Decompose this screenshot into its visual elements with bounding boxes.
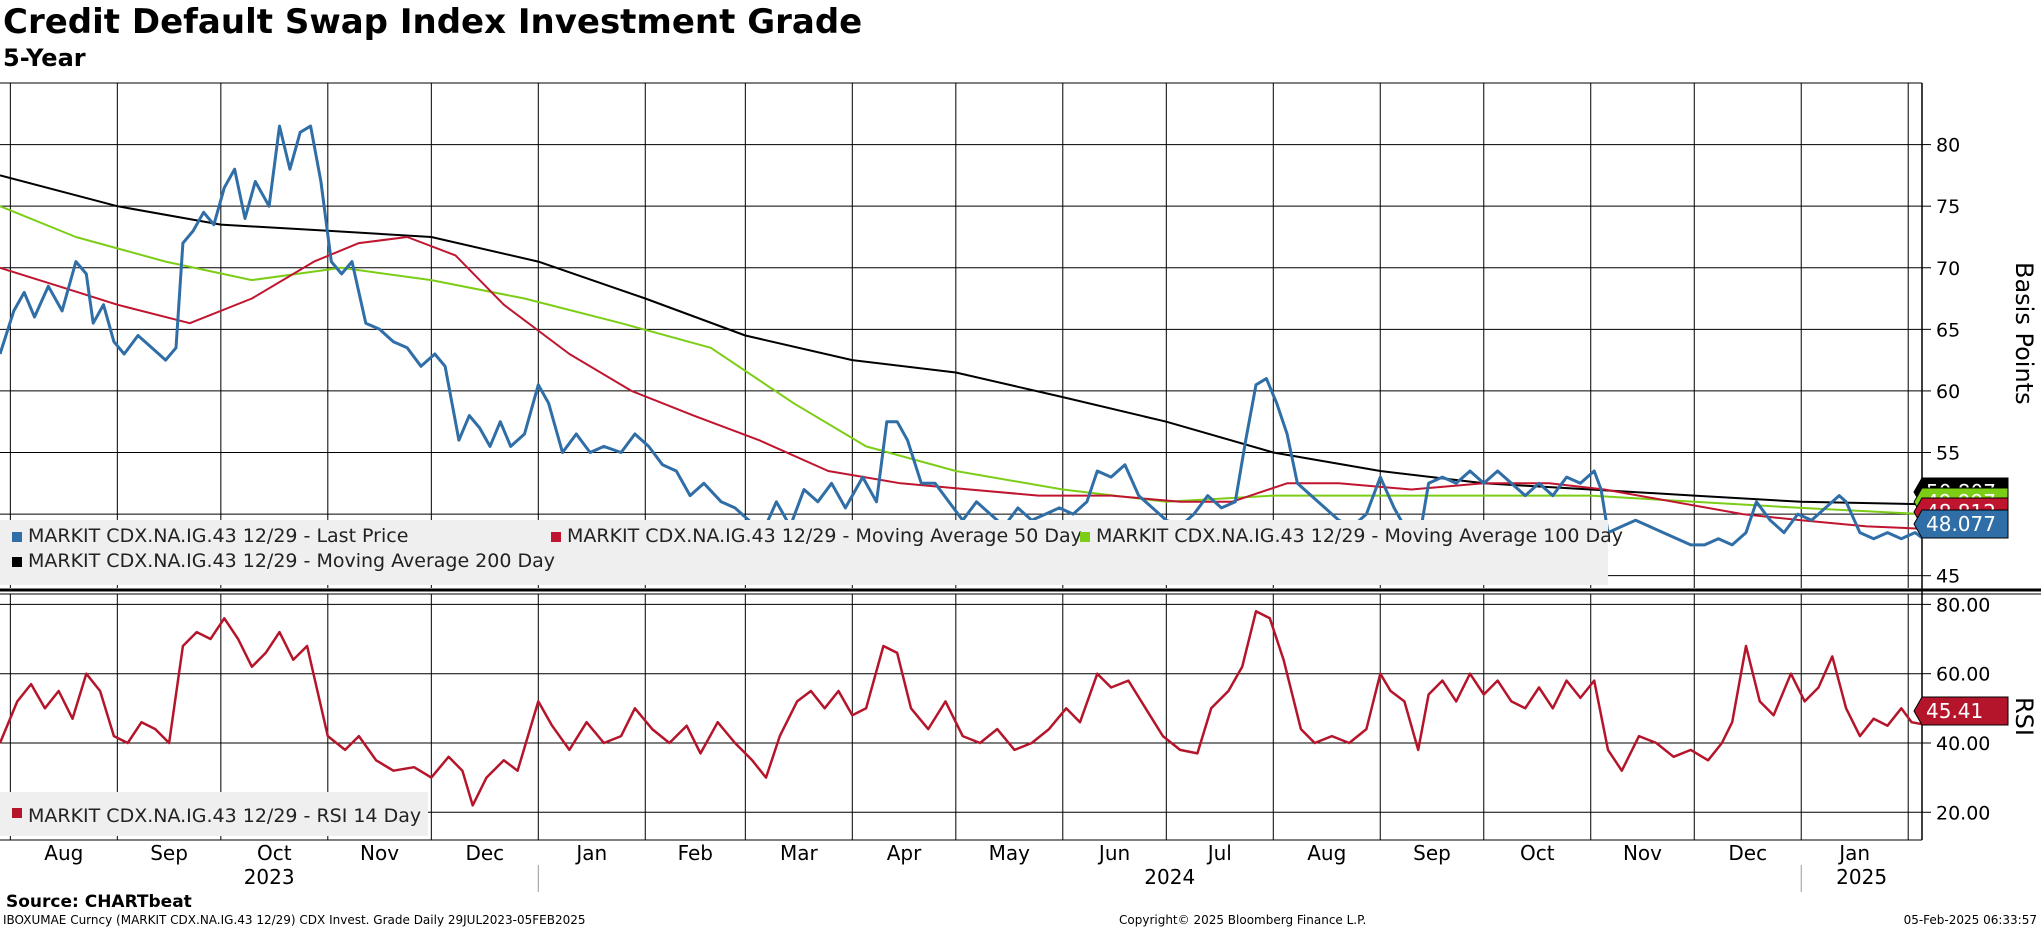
chart-title: Credit Default Swap Index Investment Gra… <box>3 2 863 42</box>
rsi-value-tag-text: 45.41 <box>1926 699 1983 723</box>
legend-swatch <box>1080 532 1090 542</box>
last-price-value-tag: 48.077 <box>1913 509 2009 539</box>
legend-label: MARKIT CDX.NA.IG.43 12/29 - RSI 14 Day <box>28 805 421 827</box>
last-price-value-tag-text: 48.077 <box>1926 512 1996 536</box>
x-month-label: Oct <box>1520 841 1555 865</box>
x-month-label: Jul <box>1206 841 1232 865</box>
series-rsi-line <box>0 610 1923 807</box>
series-ma100-line <box>0 205 1923 516</box>
x-year-label: 2025 <box>1836 865 1887 889</box>
footer-copyright: Copyright© 2025 Bloomberg Finance L.P. <box>1119 913 1367 927</box>
rsi-ytick-label: 40.00 <box>1936 733 1990 755</box>
legend-label: MARKIT CDX.NA.IG.43 12/29 - Last Price <box>28 525 408 547</box>
x-month-label: Jun <box>1097 841 1130 865</box>
x-month-label: Oct <box>257 841 292 865</box>
price-ytick-label: 80 <box>1936 135 1960 157</box>
x-month-label: Sep <box>150 841 188 865</box>
x-month-label: Dec <box>465 841 504 865</box>
footer-timestamp: 05-Feb-2025 06:33:57 <box>1903 913 2037 927</box>
price-ytick-label: 75 <box>1936 196 1960 218</box>
price-ytick-label: 55 <box>1936 443 1960 465</box>
price-ylabel: Basis Points <box>2010 262 2038 405</box>
x-month-label: Nov <box>360 841 399 865</box>
last-price-value-tag-shape <box>1913 509 2009 539</box>
x-month-label: Apr <box>887 841 922 865</box>
price-ytick-label: 45 <box>1936 566 1960 588</box>
price-ytick-label: 70 <box>1936 258 1960 280</box>
x-month-label: Mar <box>780 841 819 865</box>
rsi-legend-box <box>0 792 428 836</box>
x-month-label: Jan <box>1837 841 1870 865</box>
rsi-ytick-label: 60.00 <box>1936 664 1990 686</box>
legend-swatch <box>12 557 22 567</box>
legend-label: MARKIT CDX.NA.IG.43 12/29 - Moving Avera… <box>28 550 555 572</box>
footer-ticker-info: IBOXUMAE Curncy (MARKIT CDX.NA.IG.43 12/… <box>3 913 586 927</box>
price-legend-box <box>0 520 1608 585</box>
x-month-label: May <box>989 841 1031 865</box>
price-ytick-label: 65 <box>1936 319 1960 341</box>
series-ma200-line <box>0 174 1923 506</box>
legend-swatch <box>12 532 22 542</box>
chart-subtitle: 5-Year <box>3 44 86 72</box>
x-month-label: Aug <box>1307 841 1346 865</box>
rsi-value-tag-shape <box>1913 696 2009 726</box>
x-month-label: Jan <box>574 841 607 865</box>
rsi-ylabel: RSI <box>2010 697 2038 736</box>
x-month-label: Sep <box>1413 841 1451 865</box>
source-label: Source: CHARTbeat <box>6 892 192 912</box>
price-ytick-label: 60 <box>1936 381 1960 403</box>
x-month-label: Nov <box>1623 841 1662 865</box>
series-ma50-line <box>0 236 1923 530</box>
legend-swatch <box>12 808 22 818</box>
x-month-label: Feb <box>678 841 713 865</box>
grid <box>0 83 1922 840</box>
rsi-ytick-label: 20.00 <box>1936 802 1990 824</box>
legend-swatch <box>551 532 561 542</box>
series-last-price-line <box>0 124 1923 547</box>
x-month-label: Dec <box>1728 841 1767 865</box>
rsi-value-tag: 45.41 <box>1913 696 2009 726</box>
x-year-label: 2024 <box>1144 865 1195 889</box>
rsi-ytick-label: 80.00 <box>1936 594 1990 616</box>
x-month-label: Aug <box>44 841 83 865</box>
legend-label: MARKIT CDX.NA.IG.43 12/29 - Moving Avera… <box>567 525 1082 547</box>
x-year-label: 2023 <box>244 865 295 889</box>
legend-label: MARKIT CDX.NA.IG.43 12/29 - Moving Avera… <box>1096 525 1623 547</box>
